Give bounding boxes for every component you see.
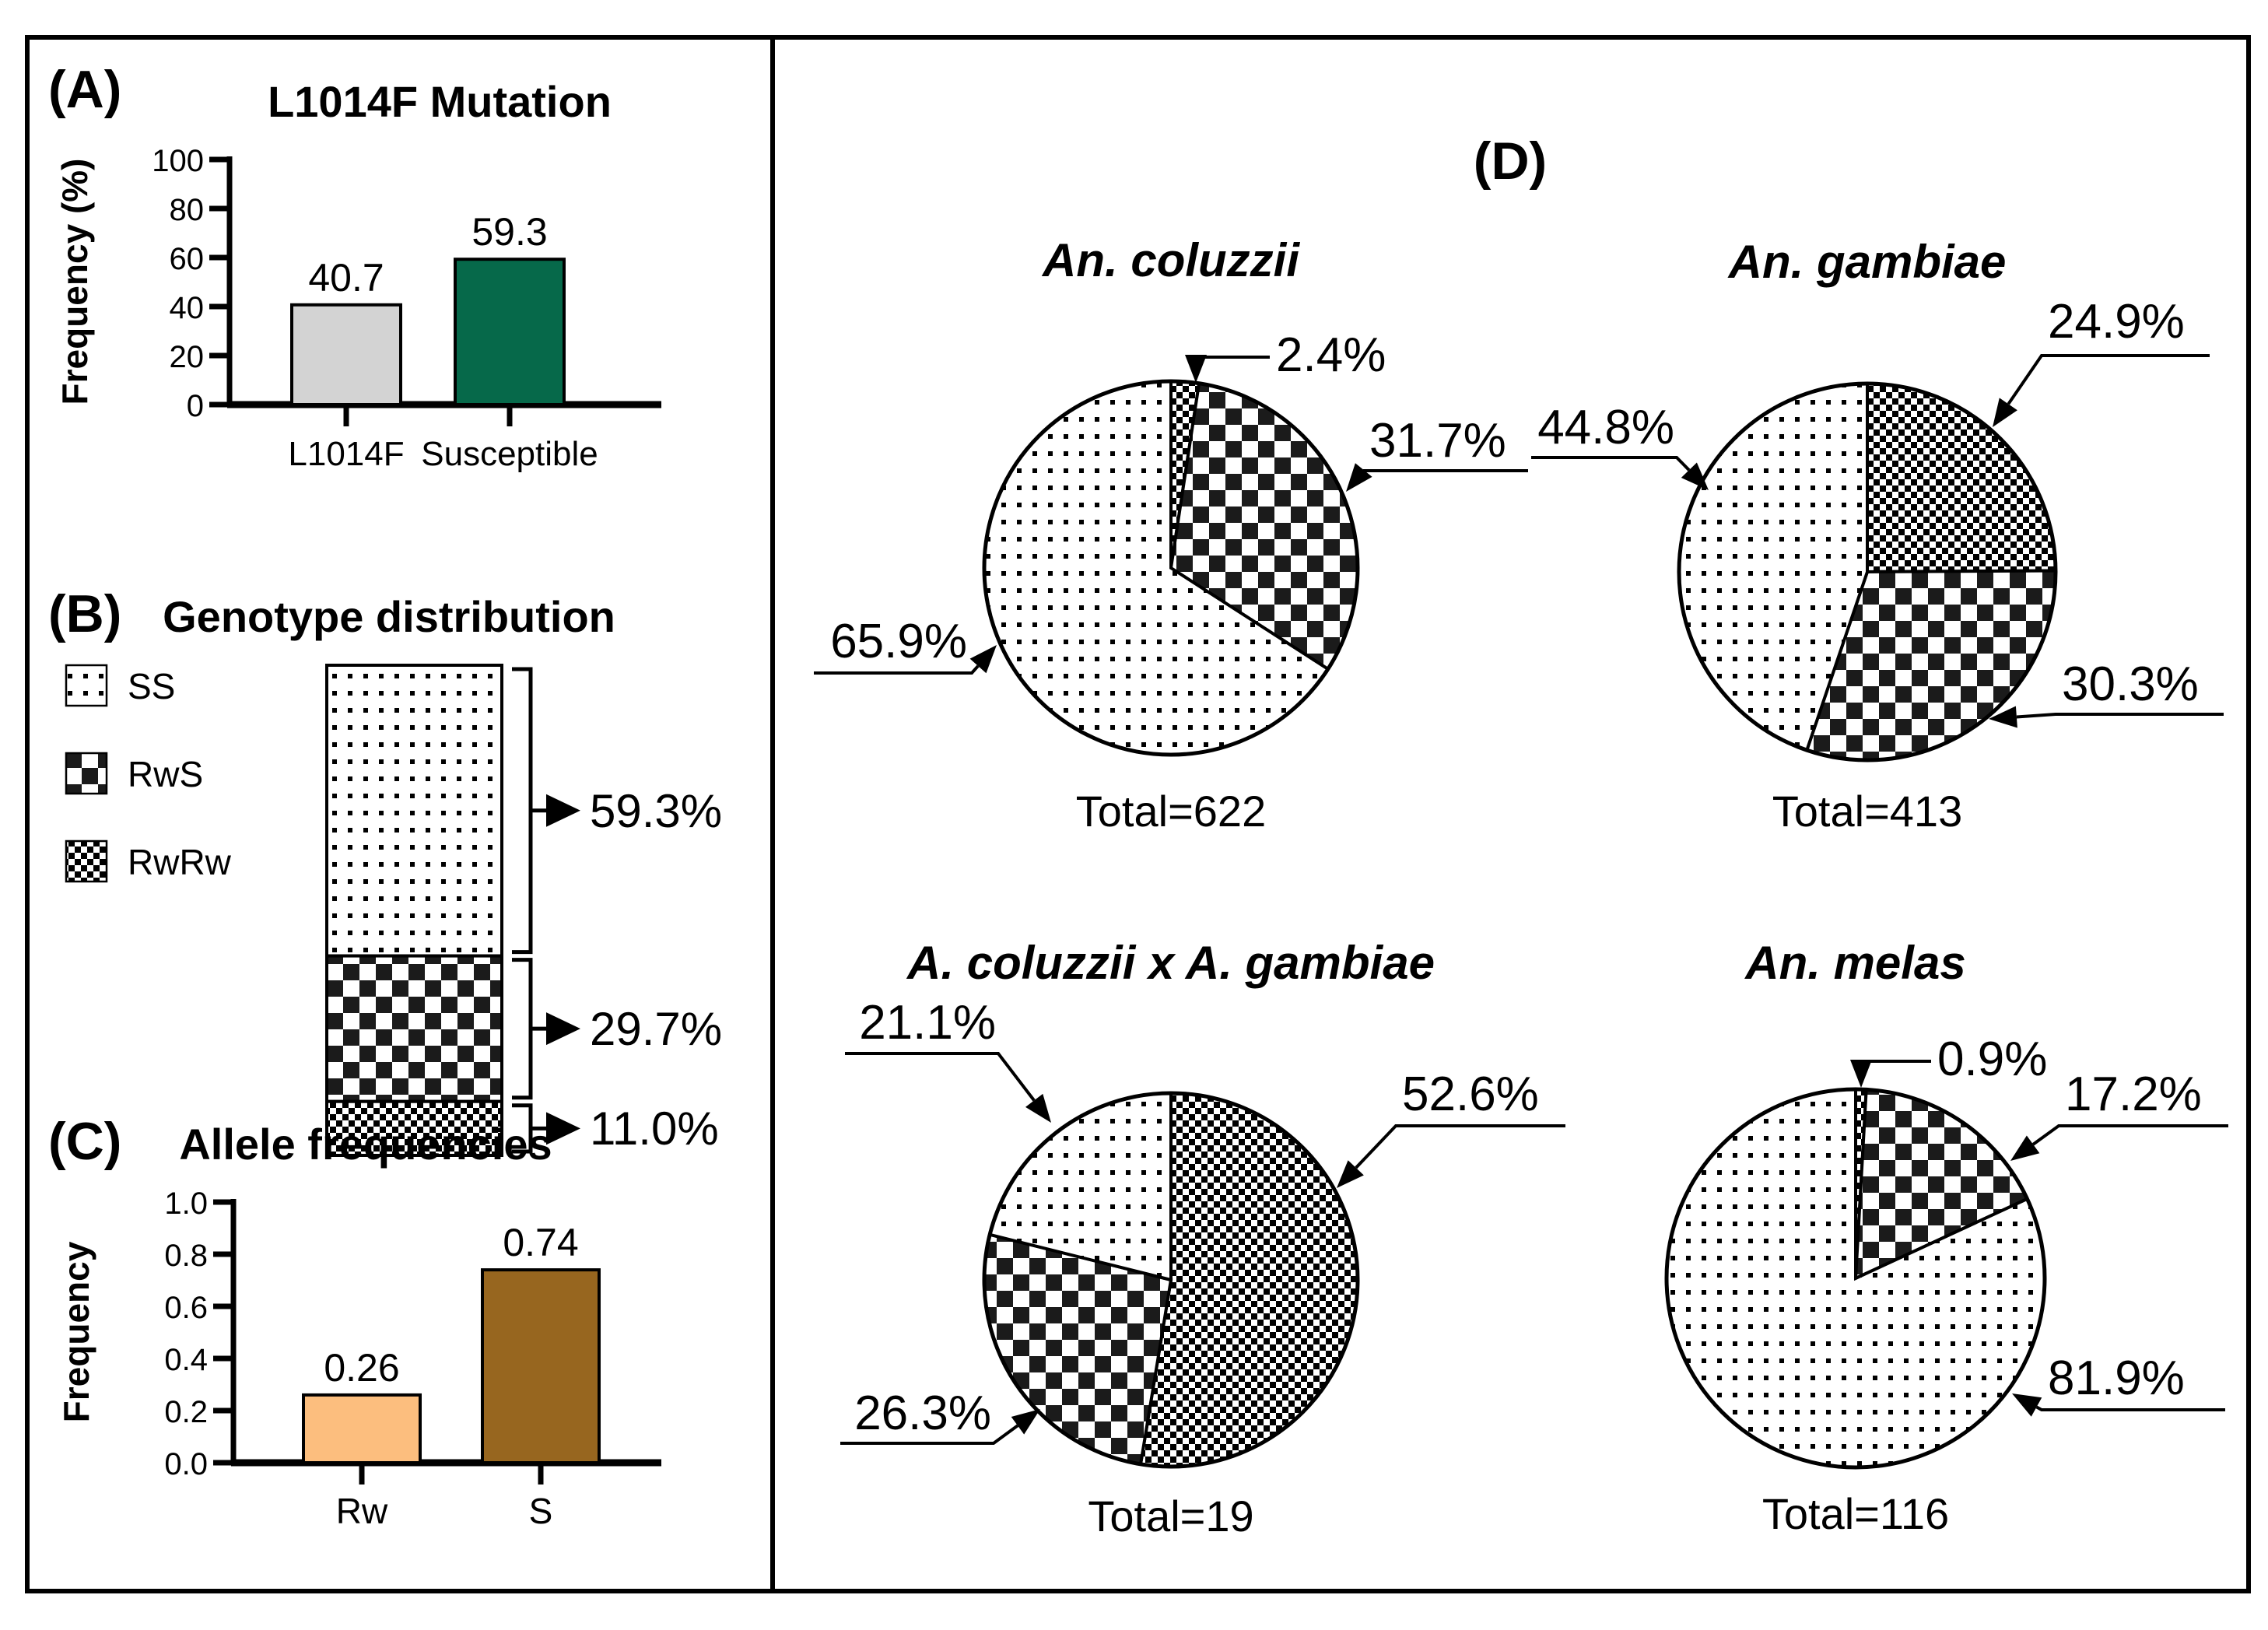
chart-c-ytick-10: 1.0 xyxy=(164,1187,208,1221)
chart-a-xlabel-1: L1014F xyxy=(288,435,404,473)
pie-hybrid-label-rwrw: 52.6% xyxy=(1402,1067,1539,1121)
panel-c-letter: (C) xyxy=(48,1112,121,1171)
chart-a-ytick-100: 100 xyxy=(152,144,204,178)
pie-melas-label-rwrw: 0.9% xyxy=(1937,1032,2047,1086)
legend-swatch-RwS xyxy=(65,752,108,795)
chart-a-ytick-20: 20 xyxy=(170,340,205,374)
pie-hybrid-arrowhead-icon-SS xyxy=(1025,1093,1051,1123)
pie-hybrid-leader-SS xyxy=(845,1052,1036,1102)
panel-a-letter: (A) xyxy=(48,60,121,119)
chart-allele-shapes xyxy=(213,1199,661,1485)
genotype-segment-RwS xyxy=(325,954,503,1103)
pie-hybrid-leader-RwS xyxy=(840,1424,1019,1445)
chart-a-value-1: 40.7 xyxy=(308,256,384,300)
pie-melas-arrowhead-icon-RwS xyxy=(2010,1135,2040,1161)
pie-hybrid-arrowhead-icon-RwRw xyxy=(1337,1160,1364,1188)
pie-gambiae-total: Total=413 xyxy=(1772,787,1962,836)
chart-c-ytick-04: 0.4 xyxy=(164,1343,208,1377)
pie-coluzzii-arrowhead-icon-SS xyxy=(969,645,997,674)
panel-d-letter: (D) xyxy=(1474,131,1547,191)
chart-b-pct-rws: 29.7% xyxy=(590,1003,722,1055)
pie-coluzzii-arrowhead-icon-RwS xyxy=(1346,463,1372,492)
pie-gambiae-arrowhead-icon-RwS xyxy=(1989,706,2017,728)
g-mutation-bar-L1014F xyxy=(290,303,402,407)
g-allele-bar-Rw xyxy=(302,1393,422,1465)
pie-gambiae-title: An. gambiae xyxy=(1727,236,2007,288)
pie-gambiae-label-rwrw: 24.9% xyxy=(2048,295,2185,349)
chart-c-ylabel: Frequency xyxy=(56,1241,96,1422)
pie-gambiae-label-ss: 44.8% xyxy=(1537,401,1674,454)
pie-coluzzii-leader-RwS xyxy=(1359,468,1528,472)
chart-b-legend-rwrw: RwRw xyxy=(128,842,232,882)
chart-c-ytick-00: 0.0 xyxy=(164,1447,208,1481)
chart-a-title: L1014F Mutation xyxy=(268,77,612,126)
pie-melas-leader-RwS xyxy=(2031,1124,2228,1146)
chart-c-ytick-06: 0.6 xyxy=(164,1291,208,1325)
pie-coluzzii-label-ss: 65.9% xyxy=(830,615,967,668)
chart-c-value-2: 0.74 xyxy=(503,1221,578,1264)
pie-melas-arrowhead-icon-RwRw xyxy=(1850,1060,1872,1088)
pie-charts-shapes xyxy=(814,354,2228,1470)
chart-c-xlabel-1: Rw xyxy=(336,1491,388,1531)
g-mutation-bar-Susceptible xyxy=(454,258,566,406)
chart-b-title: Genotype distribution xyxy=(163,592,615,641)
pie-hybrid-total: Total=19 xyxy=(1088,1492,1253,1541)
legend-swatch-RwRw xyxy=(65,840,108,883)
chart-a-ytick-60: 60 xyxy=(170,242,205,276)
chart-c-xlabel-2: S xyxy=(529,1491,553,1531)
chart-b-pct-ss: 59.3% xyxy=(590,785,722,837)
pie-melas-outline xyxy=(1664,1087,2047,1470)
chart-a-ylabel: Frequency (%) xyxy=(54,159,95,405)
pie-hybrid-label-rws: 26.3% xyxy=(854,1386,991,1440)
pie-coluzzii-title: An. coluzzii xyxy=(1041,234,1300,286)
pie-coluzzii-outline xyxy=(982,379,1360,757)
panel-b-letter: (B) xyxy=(48,584,121,643)
chart-b-pct-rwrw: 11.0% xyxy=(590,1102,719,1155)
chart-a-xlabel-2: Susceptible xyxy=(421,435,598,473)
chart-a-ytick-40: 40 xyxy=(170,291,205,325)
pie-coluzzii-leader-SS xyxy=(814,664,980,675)
chart-genotype-shapes xyxy=(65,664,580,1157)
pie-hybrid-outline xyxy=(982,1091,1360,1469)
pie-gambiae-label-rws: 30.3% xyxy=(2062,657,2199,711)
pie-coluzzii-label-rws: 31.7% xyxy=(1369,414,1506,468)
pie-hybrid-title: A. coluzzii x A. gambiae xyxy=(906,937,1435,989)
genotype-segment-RwRw xyxy=(325,1099,503,1157)
genotype-arrow-icon-RwS xyxy=(546,1012,580,1046)
pie-coluzzii-total: Total=622 xyxy=(1076,787,1266,836)
chart-c-title: Allele frequencies xyxy=(179,1120,552,1169)
chart-c-ytick-08: 0.8 xyxy=(164,1239,208,1273)
pie-melas-leader-SS xyxy=(2035,1405,2225,1411)
pie-hybrid-leader-RwRw xyxy=(1355,1124,1565,1169)
g-allele-bar-S xyxy=(481,1268,601,1464)
pie-hybrid-label-ss: 21.1% xyxy=(859,996,996,1050)
pie-melas-title: An. melas xyxy=(1744,937,1965,989)
pie-gambiae-leader-SS xyxy=(1531,456,1691,471)
genotype-arrow-icon-RwRw xyxy=(546,1112,580,1145)
pie-gambiae-arrowhead-icon-RwRw xyxy=(1993,398,2017,427)
legend-swatch-SS xyxy=(65,664,108,707)
genotype-arrow-icon-SS xyxy=(546,794,580,827)
pie-gambiae-leader-RwS xyxy=(2016,713,2224,719)
pie-gambiae-leader-RwRw xyxy=(2007,354,2210,405)
chart-mutation-shapes xyxy=(209,156,661,426)
chart-b-legend-rws: RwS xyxy=(128,754,203,794)
pie-hybrid-arrowhead-icon-RwS xyxy=(1011,1409,1040,1435)
chart-a-ytick-80: 80 xyxy=(170,193,205,227)
chart-b-legend-ss: SS xyxy=(128,666,175,706)
genotype-segment-SS xyxy=(325,664,503,958)
chart-c-ytick-02: 0.2 xyxy=(164,1395,208,1429)
chart-a-ytick-0: 0 xyxy=(187,389,204,423)
pie-melas-label-ss: 81.9% xyxy=(2048,1351,2185,1405)
pie-gambiae-outline xyxy=(1677,381,2058,762)
pie-coluzzii-label-rwrw: 2.4% xyxy=(1276,328,1386,382)
pie-coluzzii-arrowhead-icon-RwRw xyxy=(1185,355,1207,383)
pie-melas-total: Total=116 xyxy=(1762,1489,1949,1538)
pie-melas-label-rws: 17.2% xyxy=(2065,1067,2202,1121)
pie-melas-arrowhead-icon-SS xyxy=(2012,1393,2042,1417)
chart-c-value-1: 0.26 xyxy=(324,1346,399,1390)
chart-a-value-2: 59.3 xyxy=(471,210,547,254)
